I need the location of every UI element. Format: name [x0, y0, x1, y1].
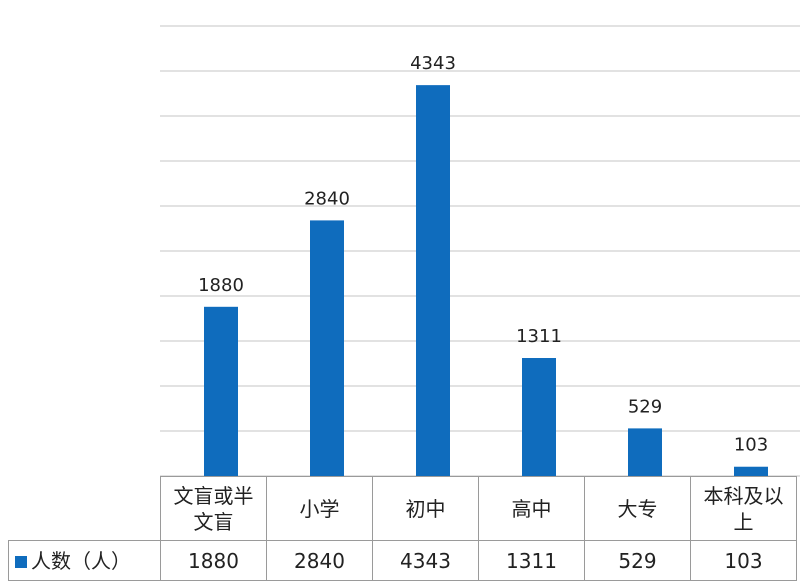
blank-cell [8, 476, 161, 541]
bar [204, 306, 238, 476]
chart: 1880 2840 4343 1311 529 103 [160, 25, 800, 477]
category-label: 初中 [372, 476, 479, 541]
category-row: 文盲或半文盲 小学 初中 高中 大专 本科及以上 [8, 476, 797, 541]
bar [416, 85, 450, 476]
table-value: 1311 [478, 540, 585, 581]
bar [310, 220, 344, 476]
data-label: 529 [628, 396, 662, 417]
value-row: 人数（人） 1880 2840 4343 1311 529 103 [8, 540, 797, 581]
data-label: 1880 [198, 275, 244, 296]
bar [522, 358, 556, 476]
data-label: 2840 [304, 188, 350, 209]
table-value: 1880 [160, 540, 267, 581]
data-label: 4343 [410, 53, 456, 74]
bar [628, 428, 662, 476]
table-value: 2840 [266, 540, 373, 581]
category-label: 大专 [584, 476, 691, 541]
data-label: 1311 [516, 326, 562, 347]
data-label: 103 [734, 435, 768, 456]
category-label: 小学 [266, 476, 373, 541]
category-label: 文盲或半文盲 [160, 476, 267, 541]
category-label: 高中 [478, 476, 585, 541]
data-table: 文盲或半文盲 小学 初中 高中 大专 本科及以上 人数（人） 1880 2840 4343 131… [8, 476, 797, 581]
legend-key [15, 556, 27, 568]
table-value: 4343 [372, 540, 479, 581]
bar [734, 466, 768, 476]
legend-label: 人数（人） [31, 548, 131, 573]
category-label: 本科及以上 [690, 476, 797, 541]
table-value: 103 [690, 540, 797, 581]
table-value: 529 [584, 540, 691, 581]
legend-cell: 人数（人） [8, 540, 161, 581]
